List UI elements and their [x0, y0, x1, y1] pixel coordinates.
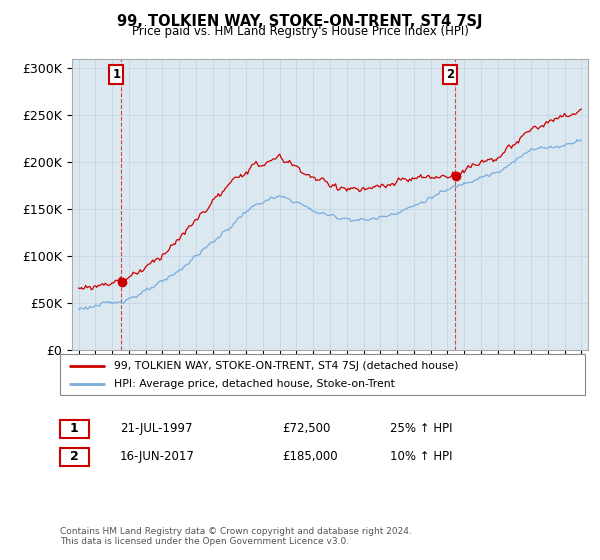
Text: 2: 2: [70, 450, 79, 463]
Text: 2: 2: [446, 68, 454, 81]
Text: £72,500: £72,500: [282, 422, 331, 435]
Text: 25% ↑ HPI: 25% ↑ HPI: [390, 422, 452, 435]
Text: 1: 1: [112, 68, 121, 81]
Text: 99, TOLKIEN WAY, STOKE-ON-TRENT, ST4 7SJ: 99, TOLKIEN WAY, STOKE-ON-TRENT, ST4 7SJ: [117, 14, 483, 29]
Text: 16-JUN-2017: 16-JUN-2017: [120, 450, 195, 463]
Text: £185,000: £185,000: [282, 450, 338, 463]
Text: 99, TOLKIEN WAY, STOKE-ON-TRENT, ST4 7SJ (detached house): 99, TOLKIEN WAY, STOKE-ON-TRENT, ST4 7SJ…: [114, 361, 458, 371]
Text: 1: 1: [70, 422, 79, 435]
Text: Price paid vs. HM Land Registry's House Price Index (HPI): Price paid vs. HM Land Registry's House …: [131, 25, 469, 38]
Text: Contains HM Land Registry data © Crown copyright and database right 2024.
This d: Contains HM Land Registry data © Crown c…: [60, 526, 412, 546]
Text: 21-JUL-1997: 21-JUL-1997: [120, 422, 193, 435]
Text: HPI: Average price, detached house, Stoke-on-Trent: HPI: Average price, detached house, Stok…: [114, 379, 395, 389]
Text: 10% ↑ HPI: 10% ↑ HPI: [390, 450, 452, 463]
